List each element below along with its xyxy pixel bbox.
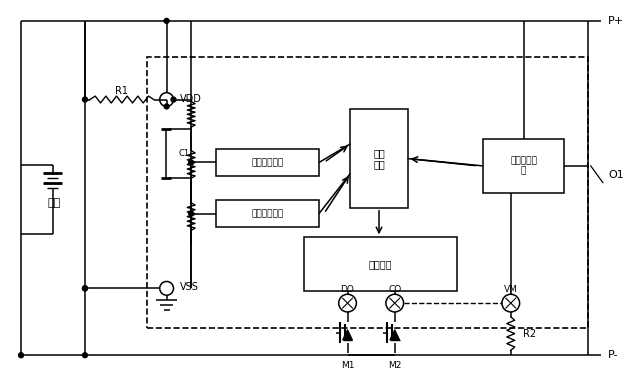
Bar	[216, 149, 319, 176]
Circle shape	[83, 286, 88, 291]
Text: 过放保护电路: 过放保护电路	[251, 158, 284, 167]
Bar	[483, 139, 564, 193]
Circle shape	[83, 97, 88, 102]
Circle shape	[164, 104, 169, 109]
Circle shape	[164, 18, 169, 23]
Polygon shape	[342, 330, 352, 340]
Text: 电池: 电池	[48, 198, 61, 208]
Bar	[147, 57, 588, 328]
Text: VM: VM	[504, 285, 518, 294]
Text: DO: DO	[341, 285, 354, 294]
Text: M2: M2	[388, 361, 401, 370]
Circle shape	[188, 160, 193, 165]
Text: VDD: VDD	[180, 94, 202, 104]
Text: C1: C1	[178, 149, 190, 158]
Text: CO: CO	[388, 285, 401, 294]
Text: 过充保护电路: 过充保护电路	[251, 209, 284, 218]
Text: 过流保护电
路: 过流保护电 路	[510, 156, 537, 176]
Text: VSS: VSS	[180, 282, 199, 292]
Bar	[216, 200, 319, 227]
Text: R2: R2	[523, 329, 536, 338]
Circle shape	[83, 286, 88, 291]
Text: M1: M1	[341, 361, 354, 370]
Circle shape	[188, 211, 193, 216]
Text: 延时
电路: 延时 电路	[373, 148, 385, 169]
Polygon shape	[390, 330, 399, 340]
Circle shape	[19, 353, 24, 358]
Text: O1: O1	[608, 170, 624, 180]
Bar	[351, 109, 408, 208]
Text: P+: P+	[608, 16, 624, 26]
Text: R1: R1	[115, 86, 128, 96]
Text: 逻辑电路: 逻辑电路	[369, 259, 393, 269]
Bar	[304, 237, 457, 291]
Circle shape	[171, 97, 176, 102]
Text: P-: P-	[608, 350, 618, 360]
Circle shape	[83, 353, 88, 358]
